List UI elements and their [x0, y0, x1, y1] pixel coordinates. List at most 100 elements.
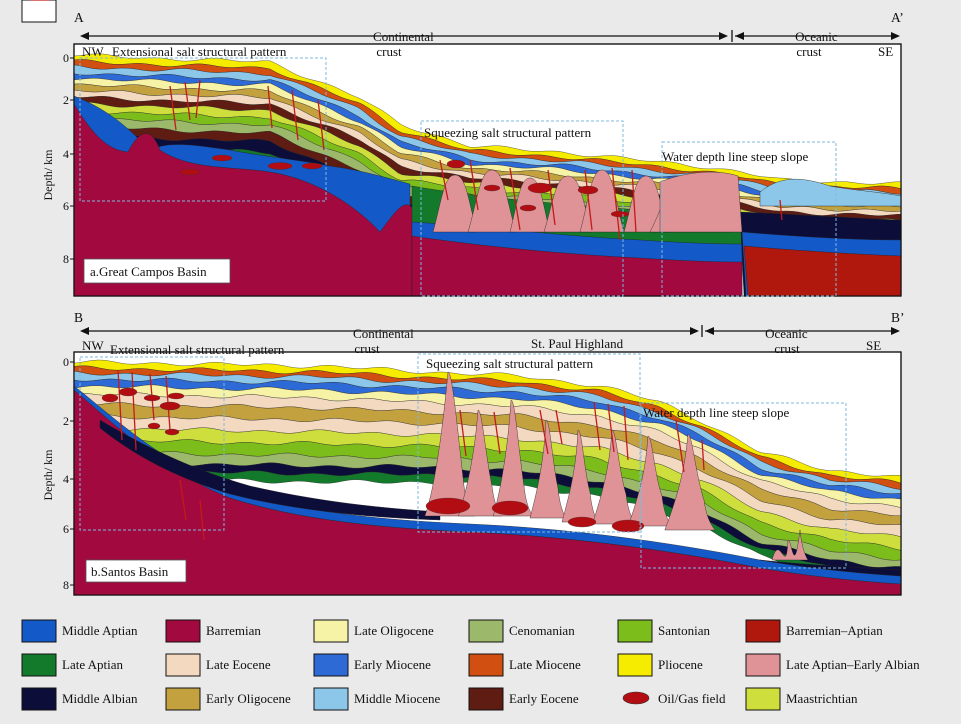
panel-b-y-axis: 0 2 4 6 8 Depth/ km	[41, 355, 74, 592]
legend-swatch-cenomanian	[468, 619, 504, 643]
panel-a-oil-gas-field-5	[446, 159, 466, 169]
panel-a-faults	[169, 79, 783, 241]
panel-a-fault-1	[169, 85, 177, 131]
legend-item-maastrichtian: Maastrichtian	[745, 687, 858, 711]
legend-label-late-eocene: Late Eocene	[206, 657, 271, 672]
panel-a-arrow-head-oceanic-left	[735, 32, 744, 40]
panel-a-oceanic-label: Oceanic crust	[795, 29, 841, 59]
panel-b-tick-2: 2	[63, 414, 69, 428]
panel-b-end-label: B’	[891, 310, 905, 325]
panel-a-se-label: SE	[878, 44, 893, 59]
panel-a-oil-gas-field-2	[211, 154, 233, 162]
panel-b-middle-albian-wedge	[99, 419, 441, 521]
legend-item-fault: Fault	[21, 0, 89, 23]
legend-swatch-late-miocene	[468, 653, 504, 677]
legend-label-barremian-aptian: Barremian–Aptian	[786, 623, 883, 638]
legend-item-late-eocene: Late Eocene	[165, 653, 271, 677]
legend-swatch-late-aptian-early-albian	[745, 653, 781, 677]
panel-b-salt-diapir-9	[771, 529, 809, 561]
panel-b-oil-gas-field-3	[143, 394, 161, 402]
legend-label-early-oligocene: Early Oligocene	[206, 691, 291, 706]
legend-swatch-oil-gas	[622, 691, 650, 705]
panel-b-pattern-slope: Water depth line steep slope	[643, 405, 789, 420]
panel-a-fault-11	[584, 169, 593, 231]
legend-label-late-oligocene: Late Oligocene	[354, 623, 434, 638]
panel-b-squeezing-box	[417, 353, 641, 533]
legend-label-maastrichtian: Maastrichtian	[786, 691, 858, 706]
panel-b-fault-10	[607, 403, 615, 453]
panel-b-salt-diapir-4	[529, 419, 567, 519]
panel-a-oceanic-miocene	[759, 178, 902, 207]
panel-a-name-box	[83, 258, 231, 284]
legend-label-early-miocene: Early Miocene	[354, 657, 431, 672]
panel-b-oil-gas-field-9	[567, 516, 597, 528]
panel-b-start-label: B	[74, 310, 83, 325]
panel-a-nw-label: NW	[82, 44, 104, 59]
panel-a-fault-10	[547, 169, 556, 226]
panel-a-pattern-slope: Water depth line steep slope	[662, 149, 808, 164]
panel-a-oil-gas-field-7	[519, 204, 537, 212]
panel-a-tick-6: 6	[63, 199, 69, 213]
panel-a-tick-4: 4	[63, 147, 69, 161]
legend-item-middle-aptian: Middle Aptian	[21, 619, 138, 643]
panel-b-tick-6: 6	[63, 522, 69, 536]
panel-b-fault-13	[701, 439, 705, 471]
legend-item-santonian: Santonian	[617, 619, 710, 643]
legend-swatch-middle-miocene	[313, 687, 349, 711]
panel-b-continental-line1: Continental	[353, 326, 414, 341]
panel-a-salt-diapir-2	[467, 169, 517, 233]
panel-a-continental-line1: Continental	[373, 29, 434, 44]
panel-a-fault-14	[779, 199, 783, 221]
panel-a-arrow-head-oceanic-right	[891, 32, 900, 40]
panel-a-name: a.Great Campos Basin	[90, 264, 207, 279]
panel-a-extensional-box	[79, 57, 327, 202]
panel-b-arrow-head-oceanic-right	[891, 327, 900, 335]
panel-a-oil-gas-field-3	[267, 162, 293, 170]
panel-a-fault-8	[469, 159, 479, 211]
panel-b-fault-2	[131, 371, 137, 451]
legend-label-late-miocene: Late Miocene	[509, 657, 581, 672]
panel-b-oil-gas-field-4	[159, 401, 181, 411]
panel-b-extensional-box	[79, 356, 225, 531]
panel-b-fault-15	[179, 479, 187, 521]
panel-a-strata	[73, 53, 902, 297]
panel-a-oil-gas-field-9	[577, 185, 599, 195]
legend-swatch-early-eocene	[468, 687, 504, 711]
panel-b-se-label: SE	[866, 338, 881, 353]
panel-a-ylabel: Depth/ km	[41, 149, 55, 201]
legend-item-late-aptian-early-albian: Late Aptian–Early Albian	[745, 653, 920, 677]
panel-a-tick-0: 0	[63, 51, 69, 65]
panel-a-fault-6	[317, 99, 325, 151]
legend-item-pliocene: Pliocene	[617, 653, 703, 677]
legend-item-middle-miocene: Middle Miocene	[313, 687, 441, 711]
panel-b-fault-14	[199, 499, 205, 541]
legend-item-barremian: Barremian	[165, 619, 261, 643]
panel-b-salt-diapir-8	[664, 433, 716, 531]
panel-b-continental-label: Continental crust	[353, 326, 417, 356]
legend-label-santonian: Santonian	[658, 623, 710, 638]
legend-item-oil-gas: Oil/Gas field	[622, 691, 726, 706]
panel-a-great-campos-basin: A A’ Continental crust Oceanic crust NW …	[41, 10, 904, 297]
panel-a-fault-5	[291, 89, 299, 141]
panel-a-y-axis: 0 2 4 6 8 Depth/ km	[41, 51, 74, 266]
panel-a-continental-label: Continental crust	[373, 29, 437, 59]
legend-swatch-barremian-aptian	[745, 619, 781, 643]
panel-b-frame-outline	[73, 351, 902, 596]
panel-a-oil-gas-field-6	[483, 184, 501, 192]
panel-a-fault-2	[184, 81, 191, 121]
panel-a-slope-box	[661, 141, 837, 297]
legend-label-pliocene: Pliocene	[658, 657, 703, 672]
panel-b-fault-5	[459, 409, 467, 457]
panel-a-squeezing-box	[420, 120, 624, 297]
panel-b-pattern-extensional: Extensional salt structural pattern	[110, 342, 285, 357]
legend-item-early-eocene: Early Eocene	[468, 687, 579, 711]
legend-item-late-oligocene: Late Oligocene	[313, 619, 434, 643]
panel-b-fault-6	[493, 411, 501, 455]
panel-a-oil-gas-field-8	[527, 182, 553, 194]
panel-b-continental-line2: crust	[354, 341, 380, 356]
legend-item-middle-albian: Middle Albian	[21, 687, 138, 711]
legend-label-cenomanian: Cenomanian	[509, 623, 575, 638]
legend-item-barremian-aptian: Barremian–Aptian	[745, 619, 883, 643]
panel-b-fault-9	[593, 401, 601, 451]
